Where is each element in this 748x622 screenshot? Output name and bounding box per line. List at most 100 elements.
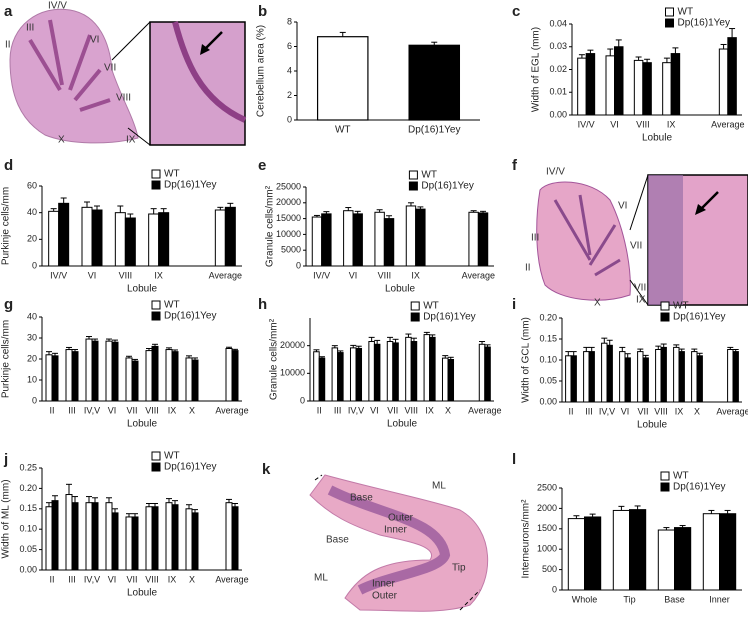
lobule-label: X <box>594 298 601 309</box>
lobule-label: IV/V <box>546 167 565 178</box>
bar <box>368 341 375 402</box>
x-tick-label: X <box>189 405 195 415</box>
x-tick-label: IV/V <box>578 119 595 129</box>
y-tick-label: 2500 <box>537 482 557 492</box>
bar <box>478 343 486 402</box>
bar <box>477 212 489 267</box>
bar <box>91 502 99 571</box>
legend-label: WT <box>673 301 689 312</box>
legend-label: Dp(16)1Yey <box>423 312 475 323</box>
y-tick-label: 1000 <box>537 544 557 554</box>
bar <box>662 62 672 116</box>
bar <box>405 205 417 267</box>
lobule-label: III <box>26 23 34 34</box>
bar <box>125 357 133 402</box>
bar <box>674 527 692 591</box>
bar <box>171 504 179 571</box>
x-tick-label: II <box>49 405 54 415</box>
bar <box>185 357 193 402</box>
bar <box>124 217 136 267</box>
bar <box>415 208 426 267</box>
bar <box>85 338 93 402</box>
region-label: Outer <box>388 513 414 524</box>
bar <box>352 213 363 267</box>
x-tick-label: IX <box>168 574 177 584</box>
lobule-label: IX <box>126 135 136 146</box>
x-tick-label: VII <box>387 405 398 415</box>
y-tick-label: 0 <box>296 260 301 270</box>
bar <box>570 355 577 403</box>
y-tick-label: 5000 <box>281 245 301 255</box>
y-axis-label: Purkinje cells/mm <box>1 187 12 265</box>
bar <box>231 506 239 571</box>
legend-label: WT <box>164 169 180 180</box>
bar <box>423 334 431 402</box>
bar <box>642 62 652 116</box>
bar <box>577 57 587 116</box>
y-tick-label: 0 <box>32 395 37 405</box>
bar <box>131 516 139 571</box>
x-tick-label: VIII <box>654 406 668 416</box>
bar <box>45 354 53 402</box>
legend-label: WT <box>164 451 180 462</box>
x-axis-label: Lobule <box>127 284 157 295</box>
y-tick-label: 0 <box>287 114 292 124</box>
lobule-label: VI <box>90 35 99 46</box>
panel-label: g <box>4 296 13 313</box>
y-tick-label: 20 <box>27 234 37 244</box>
y-tick-label: 0.00 <box>539 396 557 406</box>
x-tick-label: VII <box>637 406 648 416</box>
x-tick-label: X <box>694 406 700 416</box>
y-axis-label: Interneurons/mm² <box>521 499 532 579</box>
bar <box>629 509 647 591</box>
image-labels: II III IV/V VI VII VIII IX X <box>5 1 136 146</box>
legend-swatch <box>408 181 418 191</box>
lobule-label: VII <box>104 63 116 74</box>
bar <box>584 516 602 591</box>
legend-swatch <box>410 301 420 311</box>
bar <box>619 351 626 403</box>
bar <box>614 46 624 116</box>
region-label: Tip <box>452 563 466 574</box>
x-axis-label: Lobule <box>127 419 157 430</box>
x-tick-label: IV/V <box>313 270 330 280</box>
x-tick-label: IV,V <box>348 405 364 415</box>
y-tick-label: 40 <box>27 207 37 217</box>
x-tick-label: II <box>317 405 322 415</box>
bar <box>311 216 323 267</box>
bar <box>565 355 572 403</box>
bar <box>145 350 153 402</box>
x-tick-label: VI <box>349 270 358 280</box>
x-tick-label: IV,V <box>84 574 100 584</box>
y-tick-label: 1500 <box>537 523 557 533</box>
bar <box>410 341 418 402</box>
bar <box>642 357 649 403</box>
legend-swatch <box>665 18 674 28</box>
y-tick-label: 0 <box>552 584 557 594</box>
legend-swatch <box>660 301 670 311</box>
legend-swatch <box>660 312 670 322</box>
y-tick-label: 15000 <box>276 213 301 223</box>
legend-label: Dp(16)1Yey <box>164 462 216 473</box>
panel-label: k <box>262 461 271 478</box>
bar <box>624 357 631 403</box>
x-tick-label: II <box>49 574 54 584</box>
y-tick-label: 30 <box>27 332 37 342</box>
bar <box>383 218 395 267</box>
legend-label: WT <box>678 7 694 18</box>
x-tick-label: IX <box>675 406 684 416</box>
panel-label: b <box>258 3 267 20</box>
y-axis-label: Width of GCL (mm) <box>521 317 532 403</box>
y-tick-label: 0 <box>32 260 37 270</box>
y-axis-label: Granule cells/mm² <box>269 318 280 400</box>
bar <box>567 518 585 591</box>
y-tick-label: 40 <box>27 311 37 321</box>
legend-label: WT <box>421 170 437 181</box>
x-tick-label: VIII <box>119 270 133 280</box>
bar <box>91 340 99 402</box>
bar <box>719 513 737 591</box>
bar <box>185 508 193 571</box>
y-axis-label: Purkinje cells/mm <box>1 320 12 398</box>
bar <box>637 351 644 403</box>
y-tick-label: 20000 <box>280 340 305 350</box>
